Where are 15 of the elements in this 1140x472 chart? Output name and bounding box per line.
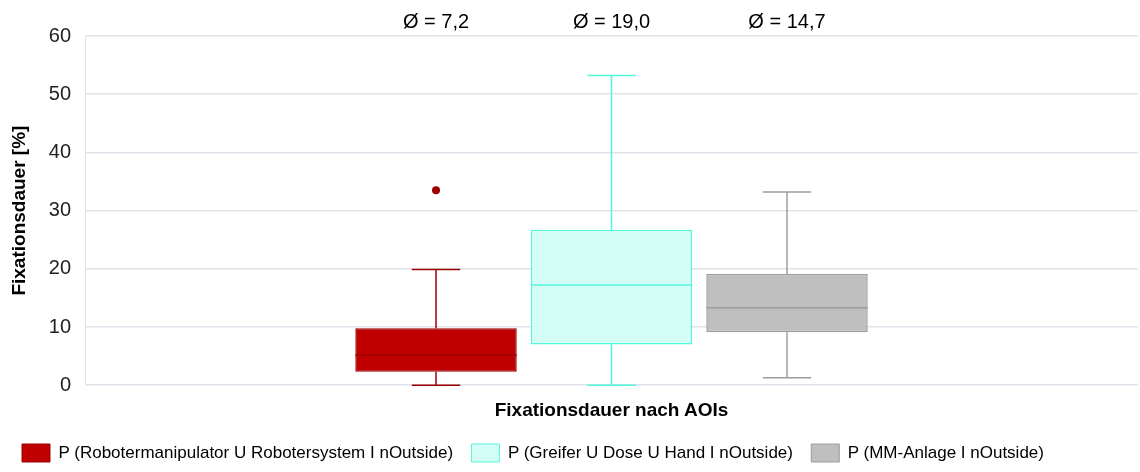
- y-tick-label: 0: [59, 372, 72, 395]
- legend-label: P (Robotermanipulator U Robotersystem I nOutside): [58, 442, 454, 462]
- y-tick-label: 30: [48, 198, 72, 221]
- text: Ø = 7,2: [402, 9, 470, 32]
- y-tick-label: 60: [48, 23, 72, 46]
- y-tick-label: 50: [48, 81, 72, 104]
- y-tick-label: 40: [48, 139, 72, 162]
- legend-label: P (Greifer U Dose U Hand I nOutside): [507, 442, 793, 462]
- x-axis-title: Fixationsdauer nach AOIs: [494, 398, 729, 420]
- text: Ø = 14,7: [748, 9, 826, 32]
- legend-label: P (MM-Anlage I nOutside): [847, 442, 1044, 462]
- y-tick-label: 10: [48, 314, 72, 337]
- y-tick-label: 20: [48, 256, 72, 279]
- text: Ø = 19,0: [572, 9, 651, 32]
- y-axis-title: Fixationsdauer [%]: [7, 125, 29, 296]
